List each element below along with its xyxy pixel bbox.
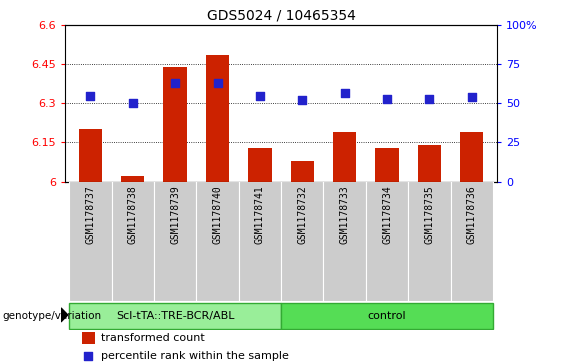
Bar	[451, 182, 493, 301]
Bar	[281, 182, 323, 301]
Bar	[79, 130, 102, 182]
Bar	[281, 303, 493, 329]
Polygon shape	[61, 308, 68, 322]
Point	[128, 101, 137, 106]
Text: percentile rank within the sample: percentile rank within the sample	[101, 351, 289, 361]
Text: transformed count: transformed count	[101, 333, 205, 343]
Bar	[408, 182, 451, 301]
Bar	[460, 132, 484, 182]
Text: GSM1178738: GSM1178738	[128, 185, 138, 244]
Bar	[333, 132, 357, 182]
Point	[255, 93, 264, 98]
Text: GSM1178734: GSM1178734	[382, 185, 392, 244]
Point	[86, 93, 95, 98]
Text: GSM1178735: GSM1178735	[424, 185, 434, 244]
Bar	[366, 182, 408, 301]
Point	[340, 90, 349, 95]
Text: GSM1178736: GSM1178736	[467, 185, 477, 244]
Bar	[121, 176, 145, 182]
Bar	[197, 182, 238, 301]
Text: GSM1178740: GSM1178740	[212, 185, 223, 244]
Bar	[248, 148, 272, 182]
Bar	[69, 303, 281, 329]
Point	[213, 80, 222, 86]
Title: GDS5024 / 10465354: GDS5024 / 10465354	[207, 9, 355, 23]
Bar	[323, 182, 366, 301]
Text: Scl-tTA::TRE-BCR/ABL: Scl-tTA::TRE-BCR/ABL	[116, 311, 234, 321]
Text: GSM1178741: GSM1178741	[255, 185, 265, 244]
Text: genotype/variation: genotype/variation	[3, 311, 102, 321]
Text: GSM1178733: GSM1178733	[340, 185, 350, 244]
Point	[383, 96, 392, 102]
Bar	[163, 67, 187, 182]
Bar	[112, 182, 154, 301]
Bar	[418, 145, 441, 182]
Point	[425, 96, 434, 102]
Bar	[154, 182, 197, 301]
Point	[347, 278, 356, 284]
Point	[298, 97, 307, 103]
Text: control: control	[368, 311, 406, 321]
Bar	[82, 332, 95, 344]
Bar	[238, 182, 281, 301]
Text: GSM1178732: GSM1178732	[297, 185, 307, 244]
Point	[171, 80, 180, 86]
Bar	[206, 55, 229, 182]
Text: GSM1178739: GSM1178739	[170, 185, 180, 244]
Bar	[290, 161, 314, 182]
Bar	[69, 182, 112, 301]
Bar	[375, 148, 399, 182]
Point	[467, 94, 476, 100]
Text: GSM1178737: GSM1178737	[85, 185, 95, 244]
